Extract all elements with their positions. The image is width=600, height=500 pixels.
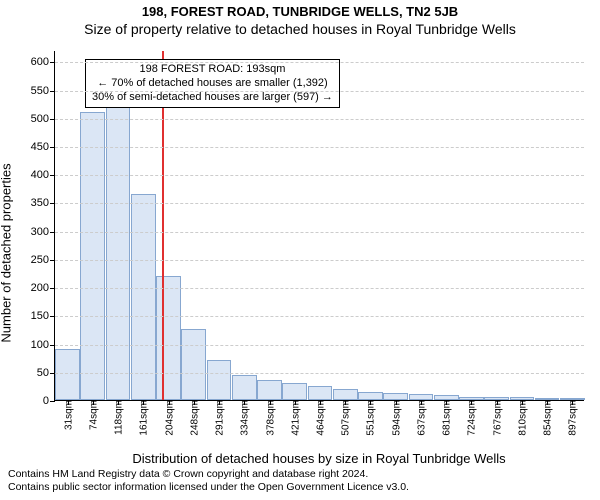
x-tick-label: 31sqm <box>61 400 74 430</box>
gridline <box>55 91 584 92</box>
annotation-line-3: 30% of semi-detached houses are larger (… <box>92 91 333 105</box>
footer-line-1: Contains HM Land Registry data © Crown c… <box>8 468 409 481</box>
y-tick-label: 400 <box>31 169 55 181</box>
chart-container: Number of detached properties 198 FOREST… <box>0 43 600 463</box>
x-tick-label: 421sqm <box>288 400 301 436</box>
gridline <box>55 119 584 120</box>
y-tick-label: 100 <box>31 339 55 351</box>
chart-title-sub: Size of property relative to detached ho… <box>0 19 600 43</box>
gridline <box>55 345 584 346</box>
gridline <box>55 373 584 374</box>
chart-title-main: 198, FOREST ROAD, TUNBRIDGE WELLS, TN2 5… <box>0 0 600 19</box>
x-tick-label: 464sqm <box>314 400 327 436</box>
y-tick-label: 500 <box>31 113 55 125</box>
bar <box>181 329 206 400</box>
bar <box>106 101 131 400</box>
x-tick-label: 291sqm <box>213 400 226 436</box>
gridline <box>55 62 584 63</box>
bar <box>358 392 383 400</box>
bar <box>55 349 80 400</box>
y-tick-label: 200 <box>31 282 55 294</box>
bar <box>232 375 257 400</box>
gridline <box>55 147 584 148</box>
gridline <box>55 288 584 289</box>
x-tick-label: 594sqm <box>389 400 402 436</box>
bar <box>333 389 358 400</box>
annotation-box: 198 FOREST ROAD: 193sqm ← 70% of detache… <box>85 59 340 108</box>
y-tick-label: 50 <box>37 367 55 379</box>
y-tick-label: 350 <box>31 197 55 209</box>
bar <box>156 276 181 400</box>
y-tick-label: 450 <box>31 141 55 153</box>
bar <box>257 380 282 400</box>
bar <box>282 383 307 400</box>
x-tick-label: 810sqm <box>515 400 528 436</box>
bar <box>80 112 105 400</box>
x-tick-label: 724sqm <box>465 400 478 436</box>
footer-line-2: Contains public sector information licen… <box>8 481 409 494</box>
x-tick-label: 161sqm <box>137 400 150 436</box>
x-tick-label: 378sqm <box>263 400 276 436</box>
x-tick-label: 854sqm <box>541 400 554 436</box>
y-tick-label: 550 <box>31 85 55 97</box>
bar <box>308 386 333 400</box>
x-tick-label: 637sqm <box>414 400 427 436</box>
x-tick-label: 334sqm <box>238 400 251 436</box>
x-tick-label: 74sqm <box>86 400 99 430</box>
x-tick-label: 551sqm <box>364 400 377 436</box>
y-tick-label: 0 <box>43 395 55 407</box>
gridline <box>55 260 584 261</box>
x-tick-label: 118sqm <box>112 400 125 435</box>
y-tick-label: 300 <box>31 226 55 238</box>
annotation-line-1: 198 FOREST ROAD: 193sqm <box>92 63 333 77</box>
bar <box>207 360 232 400</box>
x-tick-label: 507sqm <box>339 400 352 436</box>
annotation-line-2: ← 70% of detached houses are smaller (1,… <box>92 77 333 91</box>
gridline <box>55 175 584 176</box>
y-axis-label: Number of detached properties <box>0 163 14 342</box>
footer: Contains HM Land Registry data © Crown c… <box>8 468 409 494</box>
gridline <box>55 316 584 317</box>
y-tick-label: 600 <box>31 56 55 68</box>
bar <box>383 393 408 400</box>
x-tick-label: 681sqm <box>440 400 453 436</box>
x-tick-label: 767sqm <box>490 400 503 436</box>
gridline <box>55 232 584 233</box>
x-tick-label: 204sqm <box>162 400 175 436</box>
bar <box>131 194 156 400</box>
gridline <box>55 203 584 204</box>
y-tick-label: 250 <box>31 254 55 266</box>
y-tick-label: 150 <box>31 310 55 322</box>
x-tick-label: 248sqm <box>187 400 200 436</box>
x-tick-label: 897sqm <box>566 400 579 436</box>
x-axis-label: Distribution of detached houses by size … <box>54 451 584 466</box>
plot-area: 198 FOREST ROAD: 193sqm ← 70% of detache… <box>54 51 584 401</box>
